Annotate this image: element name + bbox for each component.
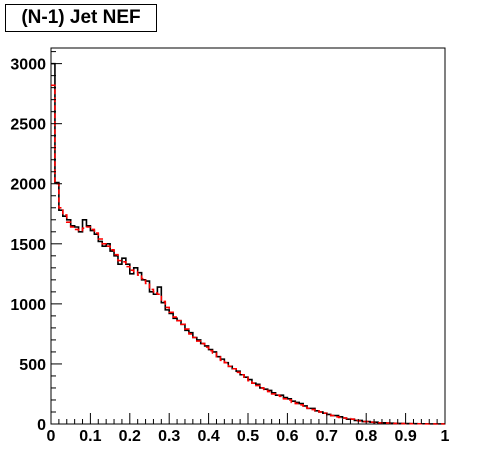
x-tick-label: 0.2: [119, 428, 141, 445]
y-tick-label: 2500: [10, 117, 46, 134]
y-tick-label: 0: [37, 417, 46, 434]
x-tick-label: 0.5: [237, 428, 259, 445]
x-tick-label: 0.6: [276, 428, 298, 445]
chart-title-box: (N-1) Jet NEF: [5, 4, 157, 32]
y-tick-label: 1000: [10, 297, 46, 314]
x-tick-label: 1: [441, 428, 450, 445]
x-tick-label: 0: [47, 428, 56, 445]
x-tick-label: 0.1: [79, 428, 101, 445]
x-tick-label: 0.8: [355, 428, 377, 445]
x-tick-label: 0.3: [158, 428, 180, 445]
plot-frame: [50, 47, 446, 425]
histogram-series-red: [51, 84, 445, 425]
x-tick-label: 0.4: [197, 428, 219, 445]
x-tick-label: 0.9: [394, 428, 416, 445]
y-tick-label: 500: [19, 357, 46, 374]
chart-title: (N-1) Jet NEF: [21, 7, 141, 28]
axis-layer: 0 0.1 0.2 0.3 0.4 0.5 0.6 0.7 0.8 0.9 1 0 500 1000 150…: [10, 51, 450, 445]
y-tick-label: 3000: [10, 57, 46, 74]
y-tick-label: 2000: [10, 177, 46, 194]
series-layer: [51, 62, 445, 425]
y-tick-label: 1500: [10, 237, 46, 254]
x-tick-label: 0.7: [316, 428, 338, 445]
